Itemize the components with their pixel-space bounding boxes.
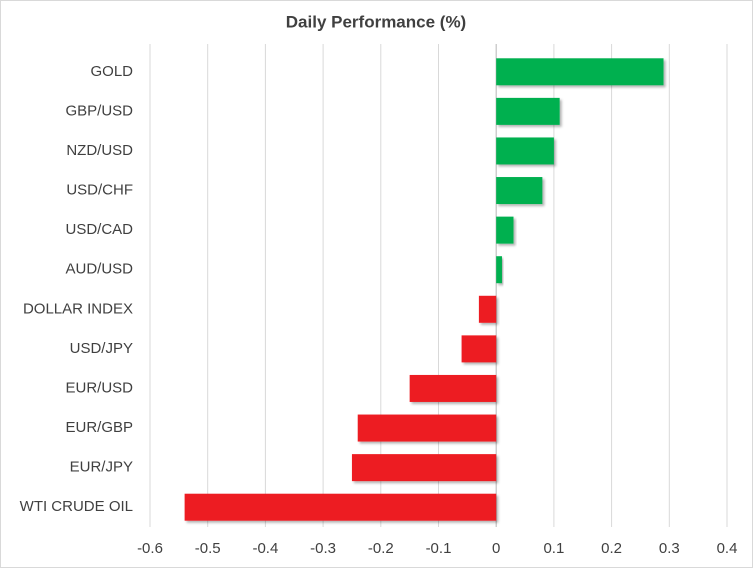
bar — [461, 335, 497, 363]
y-tick-label: EUR/JPY — [70, 459, 133, 476]
bar — [496, 97, 560, 125]
y-tick-label: WTI CRUDE OIL — [20, 498, 133, 515]
y-tick-label: USD/JPY — [70, 340, 133, 357]
y-tick-label: USD/CAD — [65, 221, 133, 238]
y-tick-label: EUR/GBP — [65, 419, 133, 436]
x-tick-label: 0.3 — [659, 540, 680, 557]
bar — [351, 454, 497, 482]
x-tick-label: 0.4 — [717, 540, 738, 557]
x-tick-label: 0 — [492, 540, 500, 557]
bar — [496, 256, 502, 284]
bar — [496, 58, 664, 86]
x-tick-label: 0.2 — [601, 540, 622, 557]
x-tick-label: -0.3 — [310, 540, 336, 557]
x-tick-label: -0.4 — [252, 540, 278, 557]
bar — [496, 177, 543, 205]
bar — [496, 216, 514, 244]
x-tick-label: -0.6 — [137, 540, 163, 557]
bar — [184, 493, 497, 521]
y-tick-label: AUD/USD — [65, 261, 133, 278]
y-tick-label: GOLD — [90, 63, 133, 80]
y-tick-label: NZD/USD — [66, 142, 133, 159]
x-tick-label: -0.2 — [368, 540, 394, 557]
x-tick-label: -0.1 — [426, 540, 452, 557]
y-tick-label: DOLLAR INDEX — [23, 300, 133, 317]
y-tick-label: EUR/USD — [65, 379, 133, 396]
x-tick-label: -0.5 — [195, 540, 221, 557]
chart-title: Daily Performance (%) — [286, 12, 466, 31]
bar — [478, 295, 497, 323]
y-tick-label: USD/CHF — [66, 182, 133, 199]
bar — [357, 414, 497, 442]
x-tick-label: 0.1 — [543, 540, 564, 557]
bar — [496, 137, 554, 165]
bar — [409, 374, 497, 402]
y-tick-label: GBP/USD — [65, 102, 133, 119]
